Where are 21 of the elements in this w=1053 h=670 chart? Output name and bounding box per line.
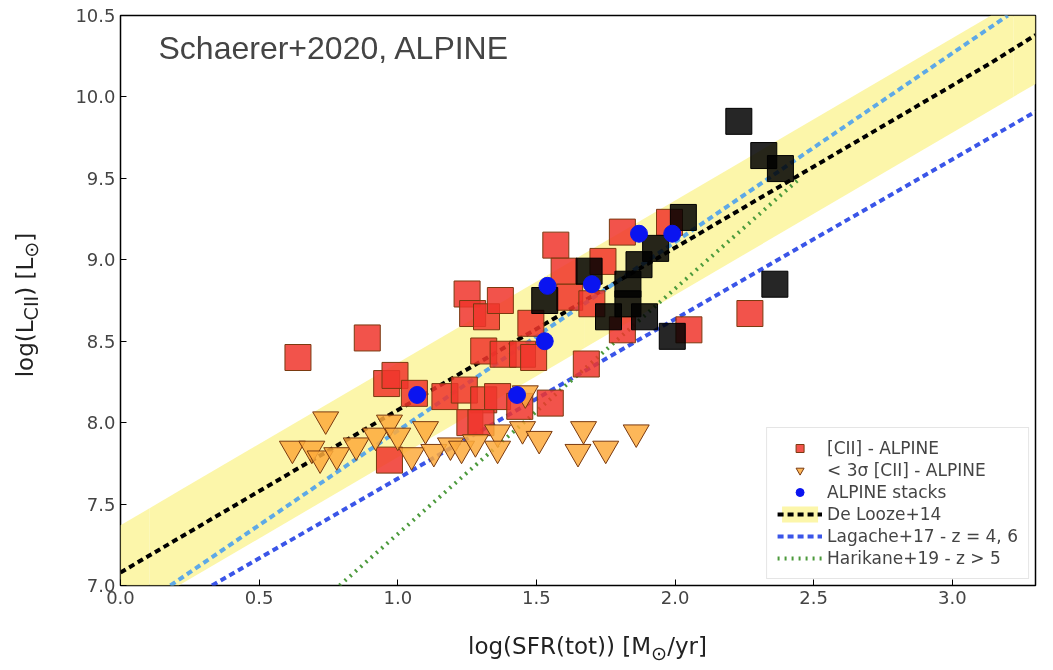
legend-label: < 3σ [CII] - ALPINE [827,460,986,480]
y-tick-label: 9.0 [86,249,116,271]
y-tick-label: 8.0 [86,412,116,434]
x-tick-label: 1.0 [383,586,413,608]
x-axis-title: log(SFR(tot)) [M$_{⊙}$/yr] [467,632,708,667]
legend-label: ALPINE stacks [827,482,947,502]
x-tick-label: 2.5 [799,586,829,608]
y-tick-label: 10.5 [75,5,116,26]
legend-label: Harikane+19 - z > 5 [827,548,1001,568]
legend-label: De Looze+14 [827,504,942,524]
y-tick-label: 10.0 [75,86,116,108]
x-tick-label: 3.0 [938,586,967,608]
x-tick-label: 0.5 [244,586,274,608]
legend-label: [CII] - ALPINE [827,438,940,458]
y-tick-label: 9.5 [86,167,116,189]
legend-label: Lagache+17 - z = 4, 6 [827,526,1018,546]
x-tick-label: 2.0 [660,586,690,608]
x-tick-label: 1.5 [522,586,551,608]
annotation: Schaerer+2020, ALPINE [158,29,509,66]
y-tick-label: 7.5 [86,493,116,515]
y-tick-label: 8.5 [86,330,116,352]
